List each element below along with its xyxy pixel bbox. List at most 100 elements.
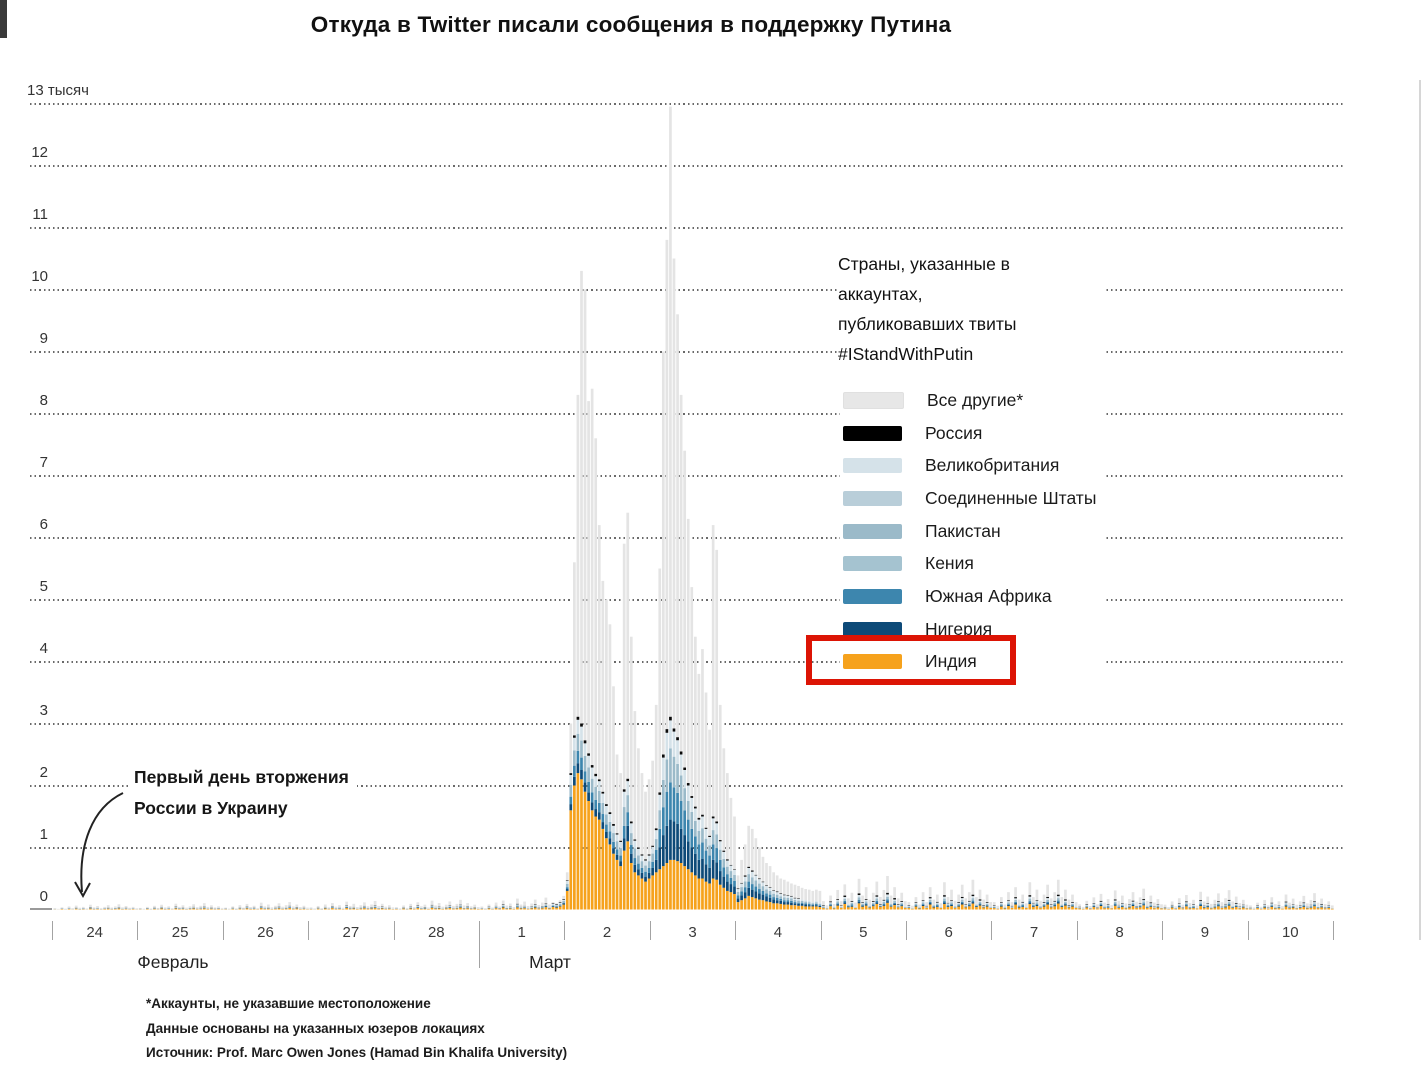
x-axis-tick bbox=[479, 921, 480, 968]
india-highlight-box bbox=[806, 635, 1016, 685]
window-edge-artifact bbox=[0, 0, 7, 38]
x-axis-tick bbox=[393, 921, 395, 940]
legend-item-пакистан: Пакистан bbox=[840, 515, 1104, 548]
x-axis-tick bbox=[820, 921, 822, 940]
x-axis-day-label: 8 bbox=[1115, 924, 1124, 941]
footnote-method: Данные основаны на указанных юзеров лока… bbox=[146, 1021, 485, 1036]
y-axis-tick-label: 12 bbox=[31, 143, 48, 161]
legend-title-line: публиковавших твиты bbox=[838, 314, 1017, 334]
page-right-border bbox=[1419, 80, 1421, 940]
legend-title-line: #IStandWithPutin bbox=[838, 344, 974, 364]
x-axis-tick bbox=[906, 921, 907, 940]
annotation-line: России в Украину bbox=[134, 798, 288, 818]
x-axis-tick bbox=[137, 921, 139, 940]
x-axis-tick bbox=[222, 921, 224, 940]
legend-swatch bbox=[843, 490, 902, 506]
y-axis-tick-label: 6 bbox=[39, 515, 48, 533]
x-axis-day-label: 6 bbox=[944, 924, 953, 941]
x-axis-tick bbox=[1162, 921, 1164, 940]
legend: Все другие* Россия Великобритания Соединенн… bbox=[840, 384, 1104, 679]
x-axis-tick bbox=[649, 921, 651, 940]
chart-title: Откуда в Twitter писали сообщения в подд… bbox=[310, 12, 952, 37]
legend-item-великобритания: Великобритания bbox=[840, 449, 1104, 482]
x-axis-tick bbox=[308, 921, 310, 940]
x-axis-tick bbox=[1247, 921, 1249, 940]
legend-item-label: Все другие* bbox=[927, 389, 1024, 410]
month-label-march: Март bbox=[529, 952, 571, 972]
y-axis-tick-label: 7 bbox=[39, 453, 48, 471]
legend-item-india-highlighted: Индия bbox=[840, 646, 1104, 679]
legend-item-вседругие: Все другие* bbox=[840, 384, 1104, 417]
x-axis-day-label: 3 bbox=[688, 924, 697, 941]
x-axis-day-label: 1 bbox=[517, 924, 526, 941]
legend-swatch bbox=[843, 621, 902, 637]
legend-swatch bbox=[843, 523, 902, 539]
footnote-source: Источник: Prof. Marc Owen Jones (Hamad B… bbox=[146, 1045, 568, 1060]
legend-title-line: Страны, указанные в bbox=[838, 254, 1010, 274]
legend-item-label: Кения bbox=[925, 553, 974, 574]
legend-swatch bbox=[843, 391, 904, 409]
y-axis-tick-label: 10 bbox=[31, 267, 48, 285]
x-axis-day-label: 26 bbox=[257, 924, 274, 941]
x-axis-day-label: 25 bbox=[171, 924, 189, 941]
legend-title-line: аккаунтах, bbox=[838, 284, 923, 304]
gridline-8k bbox=[30, 412, 1345, 415]
annotation-line: Первый день вторжения bbox=[134, 767, 349, 787]
x-axis-tick bbox=[52, 921, 53, 940]
x-axis-day-label: 28 bbox=[427, 924, 445, 941]
y-axis-tick-label: 8 bbox=[39, 391, 48, 409]
legend-item-label: Россия bbox=[925, 422, 983, 443]
y-axis-tick-label: 1 bbox=[39, 825, 48, 843]
y-axis-tick-label: 13 тысяч bbox=[27, 81, 89, 99]
y-axis-tick-label: 4 bbox=[39, 639, 48, 657]
legend-item-нигерия: Нигерия bbox=[840, 613, 1104, 646]
y-axis-zero-stub bbox=[30, 908, 52, 910]
x-axis-tick bbox=[991, 921, 993, 940]
x-axis-day-label: 2 bbox=[602, 924, 612, 941]
legend-swatch bbox=[843, 654, 902, 670]
legend-swatch bbox=[843, 588, 902, 604]
x-axis-day-label: 5 bbox=[859, 924, 868, 941]
y-axis-tick-label: 0 bbox=[39, 887, 48, 905]
legend-item-label: Соединенные Штаты bbox=[925, 487, 1097, 508]
legend-item-label: Нигерия bbox=[925, 618, 993, 639]
x-axis-tick bbox=[564, 921, 566, 940]
x-axis-day-label: 10 bbox=[1281, 924, 1299, 941]
x-axis-tick bbox=[1333, 921, 1334, 940]
footnote-asterisk: *Аккаунты, не указавшие местоположение bbox=[146, 996, 431, 1011]
x-axis-day-label: 9 bbox=[1200, 924, 1210, 941]
gridline-9k bbox=[30, 350, 1345, 353]
curved-arrow-icon bbox=[74, 792, 124, 899]
legend-item-label: Индия bbox=[925, 651, 977, 672]
legend-swatch bbox=[843, 458, 902, 474]
legend-item-россия: Россия bbox=[840, 417, 1104, 450]
x-axis-tick bbox=[735, 921, 737, 940]
legend-item-label: Пакистан bbox=[925, 520, 1001, 541]
gridline-7k bbox=[30, 474, 1345, 477]
y-axis-tick-label: 2 bbox=[39, 763, 48, 781]
gridline-10k bbox=[30, 288, 1345, 291]
month-label-february: Февраль bbox=[137, 952, 209, 972]
x-axis-day-label: 27 bbox=[342, 924, 360, 941]
legend-swatch bbox=[843, 425, 902, 441]
y-axis-tick-label: 9 bbox=[39, 329, 48, 347]
legend-item-кения: Кения bbox=[840, 547, 1104, 580]
x-axis-day-label: 4 bbox=[773, 924, 783, 941]
legend-swatch bbox=[843, 556, 902, 572]
legend-item-label: Южная Африка bbox=[925, 585, 1052, 606]
legend-item-южнаяафрика: Южная Африка bbox=[840, 580, 1104, 613]
gridline-13k bbox=[30, 102, 1345, 105]
x-axis-day-label: 24 bbox=[86, 924, 104, 941]
x-axis-day-label: 7 bbox=[1029, 924, 1039, 941]
invasion-annotation: Первый день вторжения России в Украину bbox=[128, 760, 357, 828]
x-axis-tick bbox=[1076, 921, 1078, 940]
legend-item-label: Великобритания bbox=[925, 455, 1060, 476]
gridline-11k bbox=[30, 226, 1345, 229]
gridline-12k bbox=[30, 164, 1345, 167]
legend-item-соединенныештаты: Соединенные Штаты bbox=[840, 482, 1104, 515]
y-axis-tick-label: 11 bbox=[32, 205, 48, 223]
y-axis-tick-label: 3 bbox=[39, 701, 48, 719]
legend-title: Страны, указанные в аккаунтах, публикова… bbox=[838, 246, 1105, 369]
